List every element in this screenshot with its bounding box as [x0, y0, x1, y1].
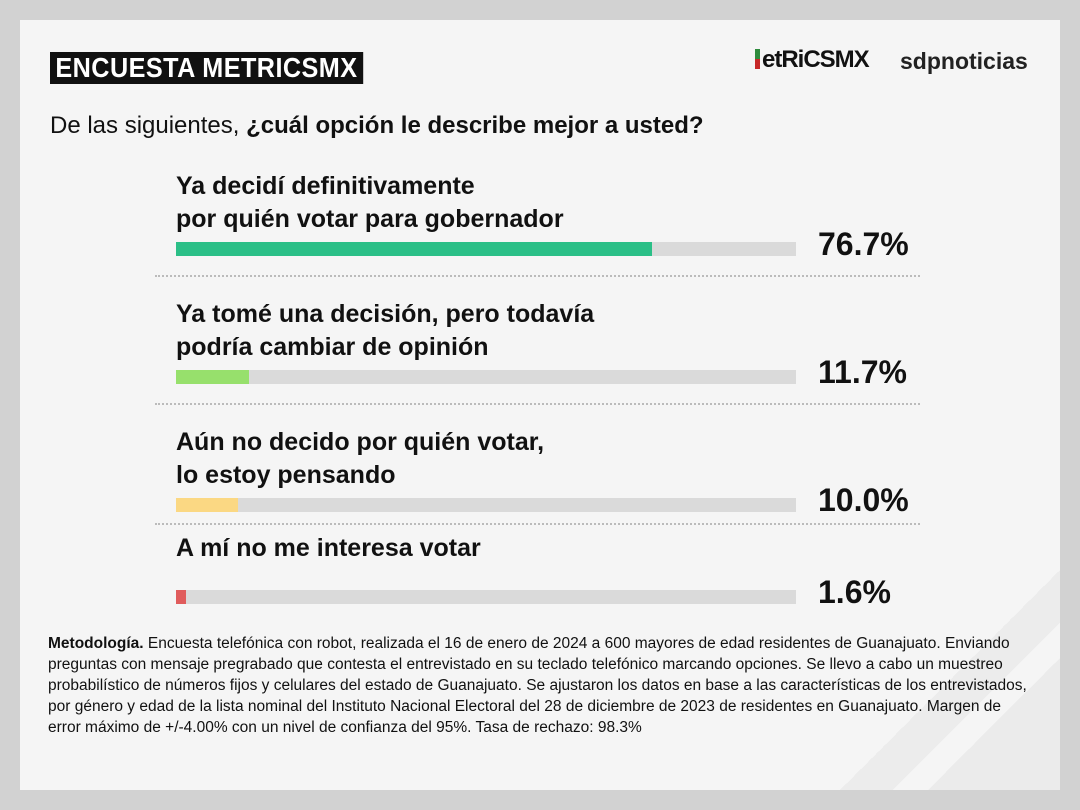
bar-label: Ya tomé una decisión, pero todavía podrí… — [176, 300, 595, 361]
bar-track — [176, 590, 796, 604]
bar-value-label: 10.0% — [818, 482, 909, 518]
separator — [155, 523, 920, 525]
methodology-label: Metodología. — [48, 635, 144, 652]
separator — [155, 403, 920, 405]
bar-label: Ya decidí definitivamente por quién vota… — [176, 172, 564, 233]
separator — [155, 275, 920, 277]
bar — [176, 242, 652, 256]
bar-label: A mí no me interesa votar — [176, 534, 481, 562]
bar-track — [176, 498, 796, 512]
question-bold: ¿cuál opción le describe mejor a usted? — [246, 112, 704, 139]
bar — [176, 370, 249, 384]
decorative-stripes — [840, 570, 1060, 790]
methodology: Metodología. Encuesta telefónica con rob… — [48, 633, 1028, 738]
flag-icon — [755, 49, 760, 69]
methodology-text: Encuesta telefónica con robot, realizada… — [48, 635, 1027, 736]
bar-value-label: 76.7% — [818, 226, 909, 262]
survey-title: ENCUESTA METRICSMX — [50, 52, 363, 84]
bar — [176, 498, 238, 512]
bar-value-label: 1.6% — [818, 574, 891, 610]
infographic-card: ENCUESTA METRICSMX etRiCSMX sdpnoticias … — [20, 20, 1060, 790]
sdpnoticias-logo: sdpnoticias — [900, 48, 1028, 74]
question: De las siguientes, ¿cuál opción le descr… — [50, 112, 704, 140]
bar — [176, 590, 186, 604]
bar-value-label: 11.7% — [818, 354, 907, 390]
bar-track — [176, 370, 796, 384]
bar-track — [176, 242, 796, 256]
metricsmx-logo: etRiCSMX — [755, 46, 870, 74]
bar-label: Aún no decido por quién votar, lo estoy … — [176, 428, 545, 489]
question-prefix: De las siguientes, — [50, 112, 247, 139]
